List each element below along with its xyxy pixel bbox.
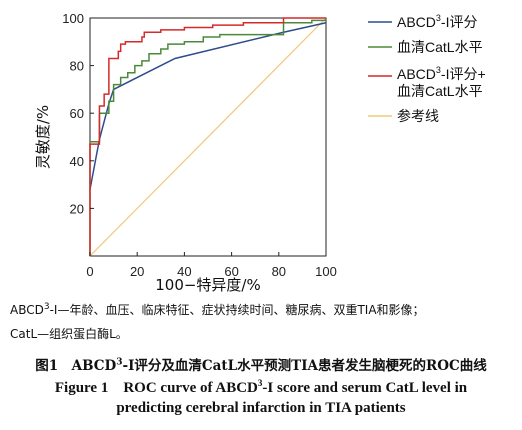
series-line-reference xyxy=(89,17,327,257)
legend-label-combined-line2: 血清CatL水平 xyxy=(397,83,483,99)
x-tick-label: 20 xyxy=(130,264,144,279)
x-axis-title: 100−特异度/% xyxy=(155,276,261,294)
x-tick-label: 60 xyxy=(224,264,238,279)
y-tick-label: 60 xyxy=(70,106,84,121)
series-line-catl xyxy=(89,18,327,256)
x-tick-label: 100 xyxy=(315,264,337,279)
series-line-abcd3 xyxy=(89,22,327,190)
figure-caption-en-line1: Figure 1 ROC curve of ABCD3-I score and … xyxy=(54,378,468,397)
legend-label-abcd3: ABCD3-I评分 xyxy=(397,13,477,30)
plot-frame xyxy=(89,17,327,257)
x-tick-label: 0 xyxy=(86,264,93,279)
footnote-abcd: ABCD3-I—年龄、血压、临床特征、症状持续时间、糖尿病、双重TIA和影像； xyxy=(10,302,425,318)
legend-label-combined: ABCD3-I评分+ xyxy=(397,65,486,82)
y-tick-label: 40 xyxy=(70,154,84,169)
figure-caption-cn: 图1 ABCD3-I评分及血清CatL水平预测TIA患者发生脑梗死的ROC曲线 xyxy=(35,357,487,374)
y-tick-label: 80 xyxy=(70,59,84,74)
x-tick-label: 80 xyxy=(272,264,286,279)
axes-layer: 0 20 40 60 80 100 20 40 60 80 100 xyxy=(62,11,337,279)
legend-label-reference: 参考线 xyxy=(397,108,439,124)
series-line-combined xyxy=(89,17,326,256)
footnote-catl: CatL—组织蛋白酶L。 xyxy=(10,327,128,341)
y-axis-title: 灵敏度/% xyxy=(34,105,52,169)
figure-caption-en-line2: predicting cerebral infarction in TIA pa… xyxy=(116,400,406,416)
y-tick-label: 100 xyxy=(62,11,84,26)
legend-label-catl: 血清CatL水平 xyxy=(397,39,483,55)
series-layer xyxy=(89,17,327,257)
plot-area xyxy=(89,17,327,257)
y-tick-label: 20 xyxy=(70,201,84,216)
x-tick-label: 40 xyxy=(177,264,191,279)
